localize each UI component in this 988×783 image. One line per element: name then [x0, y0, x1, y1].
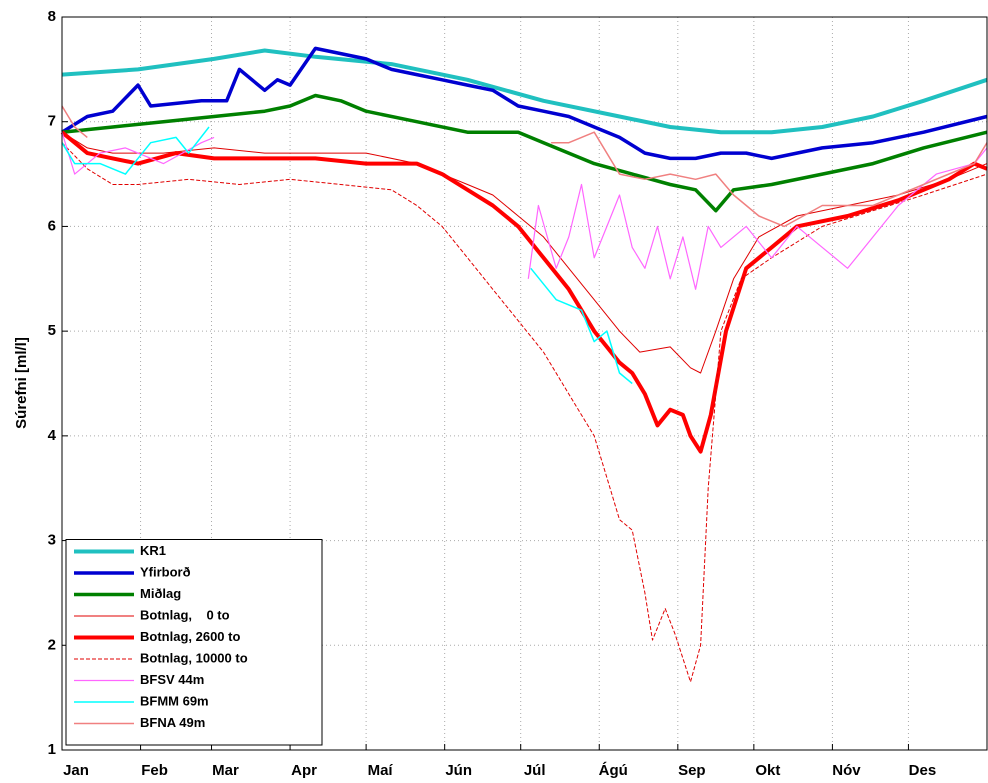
legend-label: BFMM 69m	[140, 693, 209, 708]
data-line	[61, 93, 988, 213]
y-tick-label: 3	[48, 532, 56, 549]
x-tick-label: Júl	[524, 762, 546, 779]
legend-label: BFSV 44m	[140, 672, 204, 687]
legend-label: Botnlag, 0 to	[140, 607, 230, 622]
x-tick-label: Apr	[291, 762, 317, 779]
x-tick-label: Sep	[678, 762, 706, 779]
x-tick-label: Jan	[63, 762, 89, 779]
x-tick-label: Okt	[755, 762, 780, 779]
y-axis-label: Súrefni [ml/l]	[13, 337, 30, 429]
data-line	[60, 130, 988, 454]
data-line	[61, 131, 988, 374]
x-tick-label: Nóv	[832, 762, 861, 779]
legend: KR1 Yfirborð Miðlag Botnlag, 0 to Botnlag, 2…	[65, 539, 323, 746]
data-line	[61, 132, 988, 290]
data-line	[61, 126, 633, 385]
x-tick-label: Maí	[368, 762, 394, 779]
data-line	[61, 142, 988, 683]
x-tick-label: Des	[909, 762, 937, 779]
data-line	[61, 48, 988, 135]
y-tick-label: 8	[48, 8, 56, 25]
y-tick-label: 2	[48, 636, 56, 653]
legend-label: Yfirborð	[140, 564, 191, 579]
y-tick-label: 4	[48, 427, 57, 444]
data-line	[61, 105, 988, 228]
y-tick-label: 7	[48, 113, 56, 130]
x-tick-label: Jún	[445, 762, 472, 779]
legend-label: Miðlag	[140, 586, 181, 601]
x-tick-label: Mar	[212, 762, 239, 779]
x-tick-label: Feb	[141, 762, 168, 779]
y-tick-label: 6	[48, 217, 56, 234]
legend-label: Botnlag, 10000 to	[140, 650, 248, 665]
legend-label: BFNA 49m	[140, 715, 205, 730]
x-tick-label: Ágú	[599, 762, 628, 779]
y-tick-label: 5	[48, 322, 56, 339]
data-line	[61, 46, 988, 161]
plot-frame	[61, 16, 988, 751]
y-tick-label: 1	[48, 741, 56, 758]
legend-label: Botnlag, 2600 to	[140, 629, 240, 644]
legend-label: KR1	[140, 543, 166, 558]
